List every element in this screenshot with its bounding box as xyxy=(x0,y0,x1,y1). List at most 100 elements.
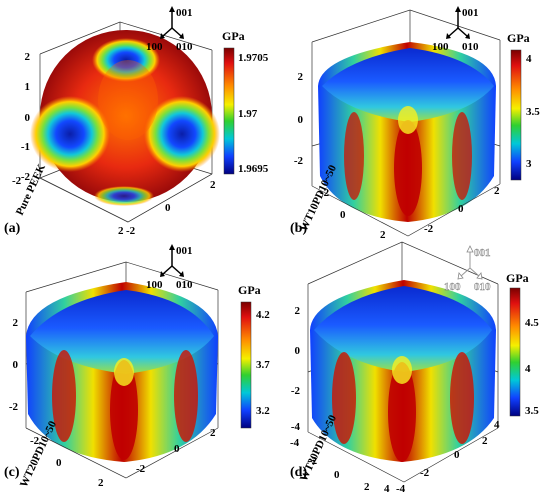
colorbar-unit: GPa xyxy=(222,29,245,43)
panel-label: (d) xyxy=(290,465,307,480)
y-tick: 0 xyxy=(165,202,171,214)
colorbar-tick: 4.2 xyxy=(256,309,270,321)
panel-c: 2 0 -2 -2 0 2 -2 0 2 WT20PD10~50 (c) 001… xyxy=(4,244,270,489)
z-tick: 2 xyxy=(295,305,301,317)
colorbar-tick: 4 xyxy=(526,53,532,65)
y-tick: 2 xyxy=(482,435,488,447)
x-tick: -4 xyxy=(290,437,300,449)
triad-010: 010 xyxy=(176,279,193,291)
colorbar-tick: 3.5 xyxy=(525,405,539,417)
colorbar-tick: 3.5 xyxy=(526,106,540,118)
z-tick: 2 xyxy=(13,317,19,329)
z-tick: -2 xyxy=(291,385,301,397)
xy-tick-labels: -4 -2 0 2 4 -4 -2 0 2 4 xyxy=(290,419,500,494)
z-tick: -1 xyxy=(21,141,30,153)
z-tick: 2 xyxy=(298,71,304,83)
x-tick: 4 xyxy=(384,483,390,494)
colorbar: GPa 4.2 3.7 3.2 xyxy=(238,283,270,429)
x-tick: 2 xyxy=(364,481,370,493)
panel-label: (b) xyxy=(290,221,307,236)
sample-label: Pure PEEK xyxy=(14,162,48,217)
surface-cube xyxy=(310,280,496,462)
z-tick-labels: 2 1 0 -1 -2 xyxy=(21,51,31,183)
y-tick: 0 xyxy=(174,443,180,455)
orientation-triad: 001 100 010 xyxy=(146,244,193,291)
x-tick: 0 xyxy=(56,457,62,469)
z-tick: 0 xyxy=(25,112,31,124)
x-tick: -2 xyxy=(308,455,318,467)
z-tick: -2 xyxy=(294,155,304,167)
colorbar: GPa 1.9705 1.97 1.9695 xyxy=(222,29,269,175)
triad-001: 001 xyxy=(176,245,193,257)
colorbar-tick: 4 xyxy=(525,363,531,375)
triad-100: 100 xyxy=(432,41,449,53)
x-tick: 2 xyxy=(98,477,104,489)
orientation-triad: 001 100 010 xyxy=(444,245,491,293)
y-tick: -2 xyxy=(420,467,430,479)
x-tick: -2 xyxy=(12,175,22,187)
colorbar-unit: GPa xyxy=(507,31,530,45)
triad-001: 001 xyxy=(474,247,491,259)
orientation-triad: 001 100 010 xyxy=(432,6,479,53)
colorbar: GPa 4.5 4 3.5 xyxy=(506,271,539,417)
surface-sphere xyxy=(30,30,220,206)
panel-label: (a) xyxy=(4,221,21,236)
x-tick: 2 xyxy=(380,229,386,241)
colorbar-tick: 3 xyxy=(526,158,532,170)
xy-tick-labels: -2 0 2 -2 0 2 xyxy=(30,427,216,489)
triad-100: 100 xyxy=(146,41,163,53)
z-tick: -2 xyxy=(9,401,19,413)
z-tick: 0 xyxy=(295,345,301,357)
y-tick: 2 xyxy=(494,185,500,197)
y-tick: 0 xyxy=(458,203,464,215)
x-tick: 0 xyxy=(334,469,340,481)
triad-100: 100 xyxy=(444,281,461,293)
panel-label: (c) xyxy=(4,465,20,480)
sample-label: WT20PD10~50 xyxy=(18,419,59,490)
z-tick-labels: 2 0 -2 -4 xyxy=(291,305,301,433)
colorbar-tick: 1.97 xyxy=(238,108,258,120)
y-tick: 2 xyxy=(210,179,216,191)
x-tick: 2 xyxy=(118,225,124,237)
triad-010: 010 xyxy=(176,41,193,53)
triad-010: 010 xyxy=(474,281,491,293)
colorbar-unit: GPa xyxy=(238,283,261,297)
y-tick: -4 xyxy=(396,483,406,494)
z-tick: -4 xyxy=(291,421,301,433)
triad-001: 001 xyxy=(462,7,479,19)
z-tick: 2 xyxy=(25,51,31,63)
xy-tick-labels: -2 0 2 -2 0 2 xyxy=(320,185,500,241)
orientation-triad: 001 100 010 xyxy=(146,6,193,53)
z-tick: 0 xyxy=(298,114,304,126)
colorbar-tick: 1.9695 xyxy=(238,163,269,175)
z-tick: 1 xyxy=(25,81,31,93)
colorbar: GPa 4 3.5 3 xyxy=(507,31,540,181)
surface-cube xyxy=(26,282,218,462)
z-tick: -2 xyxy=(21,171,31,183)
surface-cube xyxy=(318,42,496,222)
colorbar-tick: 4.5 xyxy=(525,317,539,329)
colorbar-tick: 1.9705 xyxy=(238,52,269,64)
y-tick: -2 xyxy=(424,223,434,235)
panel-b: 2 0 -2 -2 0 2 -2 0 2 WT10PD10~50 (b) 001… xyxy=(290,6,540,241)
triad-010: 010 xyxy=(462,41,479,53)
z-tick-labels: 2 0 -2 xyxy=(294,71,304,167)
triad-001: 001 xyxy=(176,7,193,19)
xy-tick-labels: 2 -2 0 2 -2 xyxy=(12,175,216,237)
x-tick: 0 xyxy=(340,209,346,221)
panel-d: 2 0 -2 -4 -4 -2 0 2 4 -4 -2 0 2 4 WT30PD… xyxy=(290,241,539,494)
y-tick: -2 xyxy=(136,463,146,475)
y-tick: 4 xyxy=(494,419,500,431)
triad-100: 100 xyxy=(146,279,163,291)
colorbar-tick: 3.7 xyxy=(256,359,270,371)
panel-a: 2 1 0 -1 -2 2 -2 0 2 -2 Pure PEEK (a) 00… xyxy=(4,6,269,237)
colorbar-tick: 3.2 xyxy=(256,405,270,417)
y-tick: -2 xyxy=(126,225,136,237)
y-tick: 0 xyxy=(454,449,460,461)
z-tick: 0 xyxy=(13,359,19,371)
z-tick-labels: 2 0 -2 xyxy=(9,317,19,413)
x-tick: -2 xyxy=(30,435,40,447)
colorbar-unit: GPa xyxy=(506,271,529,285)
x-tick: -2 xyxy=(320,187,330,199)
